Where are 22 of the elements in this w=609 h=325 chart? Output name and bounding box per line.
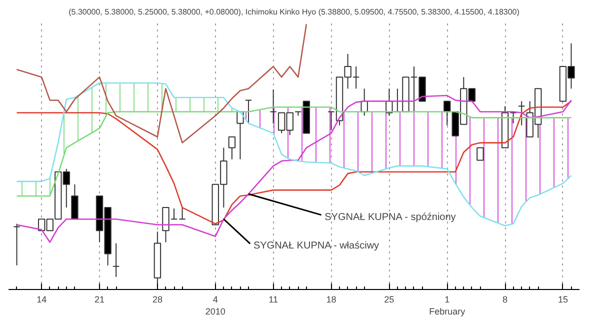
x-tick-label: 14 — [36, 294, 47, 304]
candlestick — [518, 100, 526, 126]
x-tick-label: 28 — [152, 294, 162, 304]
candlestick — [178, 207, 186, 220]
candlestick — [228, 136, 236, 160]
candlestick — [244, 100, 252, 124]
x-tick-label: 1 February — [429, 294, 466, 316]
candlestick — [71, 184, 78, 220]
x-tick-label: 18 — [326, 294, 336, 304]
candlestick — [476, 147, 484, 161]
x-tick-label: 4 2010 — [205, 294, 226, 316]
x-tick-label: 15 — [558, 294, 568, 304]
candlestick — [270, 89, 277, 124]
annotation: SYGNAŁ KUPNA - właściwy — [253, 240, 380, 252]
x-tick-label: 11 — [268, 294, 278, 304]
x-tick-label: 21 — [94, 294, 105, 304]
x-tick-label: 8 — [502, 294, 508, 304]
candlestick — [13, 223, 20, 266]
candlestick — [112, 242, 120, 278]
x-tick-label: 25 — [384, 294, 394, 304]
chart-title: (5.30000, 5.38000, 5.25000, 5.38000, +0.08000), Ichimoku Kinko Hyo (5.38800, 5.09500, 4.75500, 5.38300, 4.15500, 4.18300) — [68, 8, 520, 16]
annotation: SYGNAŁ KUPNA - spóźniony — [324, 212, 456, 223]
